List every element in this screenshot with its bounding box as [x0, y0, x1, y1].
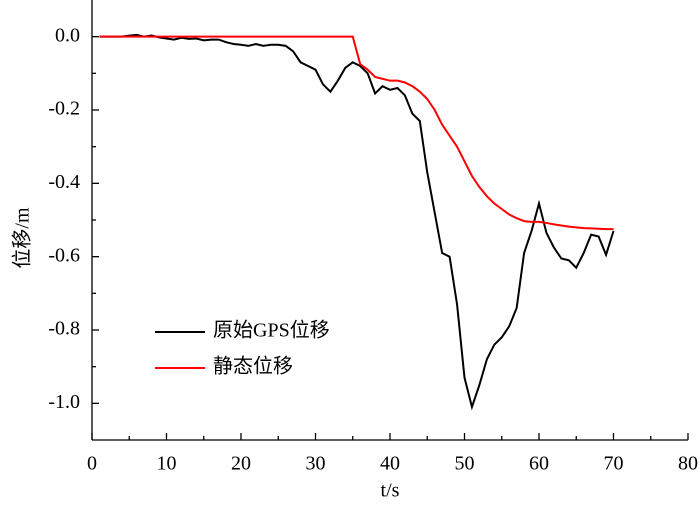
x-tick-label: 80 [678, 453, 698, 475]
y-tick-label: -1.0 [48, 391, 80, 413]
x-tick-label: 70 [604, 453, 624, 475]
y-tick-label: -0.2 [48, 98, 80, 120]
y-axis-label: 位移/m [11, 207, 34, 269]
y-tick-label: -0.8 [48, 318, 80, 340]
x-axis-label: t/s [381, 480, 400, 502]
data-line [99, 35, 614, 231]
x-tick-label: 40 [380, 453, 400, 475]
x-tick-label: 60 [529, 453, 549, 475]
data-line [99, 33, 615, 411]
legend-label: 原始GPS位移 [213, 319, 330, 342]
legend-label: 静态位移 [213, 355, 293, 378]
x-tick-label: 10 [157, 453, 177, 475]
y-tick-label: 0.0 [55, 24, 80, 46]
y-tick-label: -0.6 [48, 244, 80, 266]
x-tick-label: 30 [306, 453, 326, 475]
x-tick-label: 20 [231, 453, 251, 475]
x-tick-label: 50 [455, 453, 475, 475]
y-tick-label: -0.4 [48, 171, 80, 193]
x-tick-label: 0 [87, 453, 97, 475]
